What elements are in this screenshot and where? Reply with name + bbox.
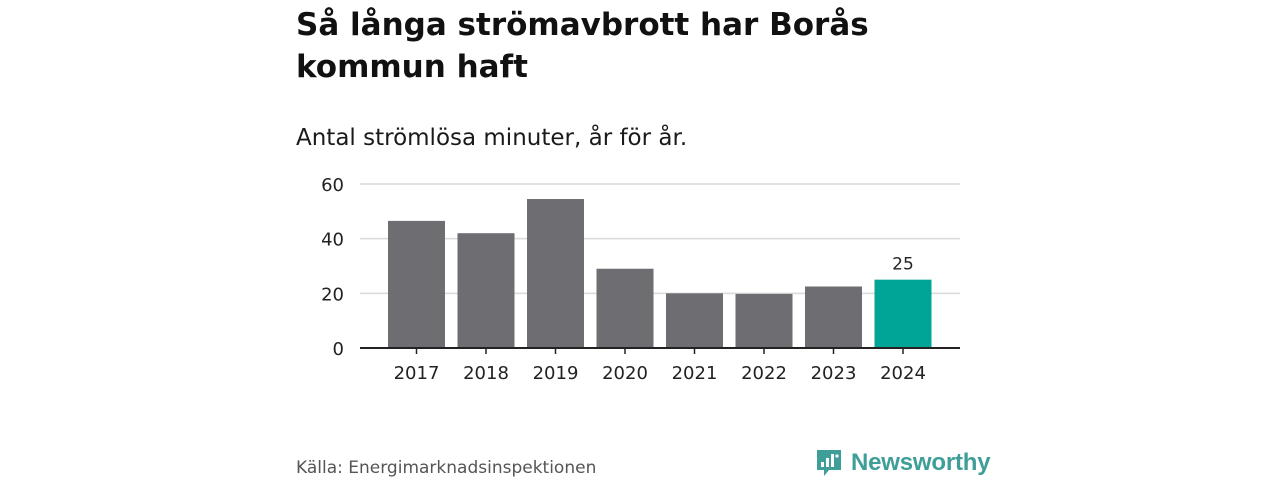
- bar-2019: [527, 199, 584, 348]
- y-tick-label: 0: [333, 339, 344, 360]
- gridlines: [360, 183, 960, 295]
- brand-logo[interactable]: Newsworthy: [815, 446, 991, 480]
- x-tick-label: 2023: [811, 363, 857, 384]
- x-tick-label: 2021: [672, 363, 718, 384]
- x-tick-label: 2022: [741, 363, 787, 384]
- y-axis-ticks: 0 20 40 60: [321, 175, 344, 360]
- chart-subtitle: Antal strömlösa minuter, år för år.: [296, 125, 688, 151]
- bar-2017: [388, 220, 445, 348]
- bar-2020: [596, 268, 654, 348]
- bars: [388, 199, 932, 348]
- x-tick-label: 2019: [533, 363, 579, 384]
- bar-2023: [805, 286, 862, 348]
- data-label: 25: [892, 255, 914, 275]
- y-tick-label: 20: [321, 284, 344, 305]
- bar-2018: [457, 233, 515, 348]
- y-tick-label: 60: [321, 175, 344, 196]
- bar-2022: [735, 293, 793, 348]
- x-tick-label: 2017: [394, 363, 440, 384]
- newsworthy-logo-icon: [817, 450, 841, 476]
- bar-2021: [666, 293, 723, 348]
- y-tick-label: 40: [321, 230, 344, 251]
- x-tick-label: 2020: [602, 363, 648, 384]
- x-tick-label: 2018: [463, 363, 509, 384]
- bar-2024: [874, 279, 932, 348]
- x-tick-label: 2024: [880, 363, 926, 384]
- source-note: Källa: Energimarknadsinspektionen: [296, 458, 597, 478]
- data-labels: 25: [892, 255, 914, 275]
- x-axis-ticks: 2017 2018 2019 2020 2021 2022 2023 2024: [394, 348, 926, 384]
- brand-name: Newsworthy: [851, 449, 991, 476]
- chart-title: Så långa strömavbrott har Borås kommun h…: [296, 7, 869, 85]
